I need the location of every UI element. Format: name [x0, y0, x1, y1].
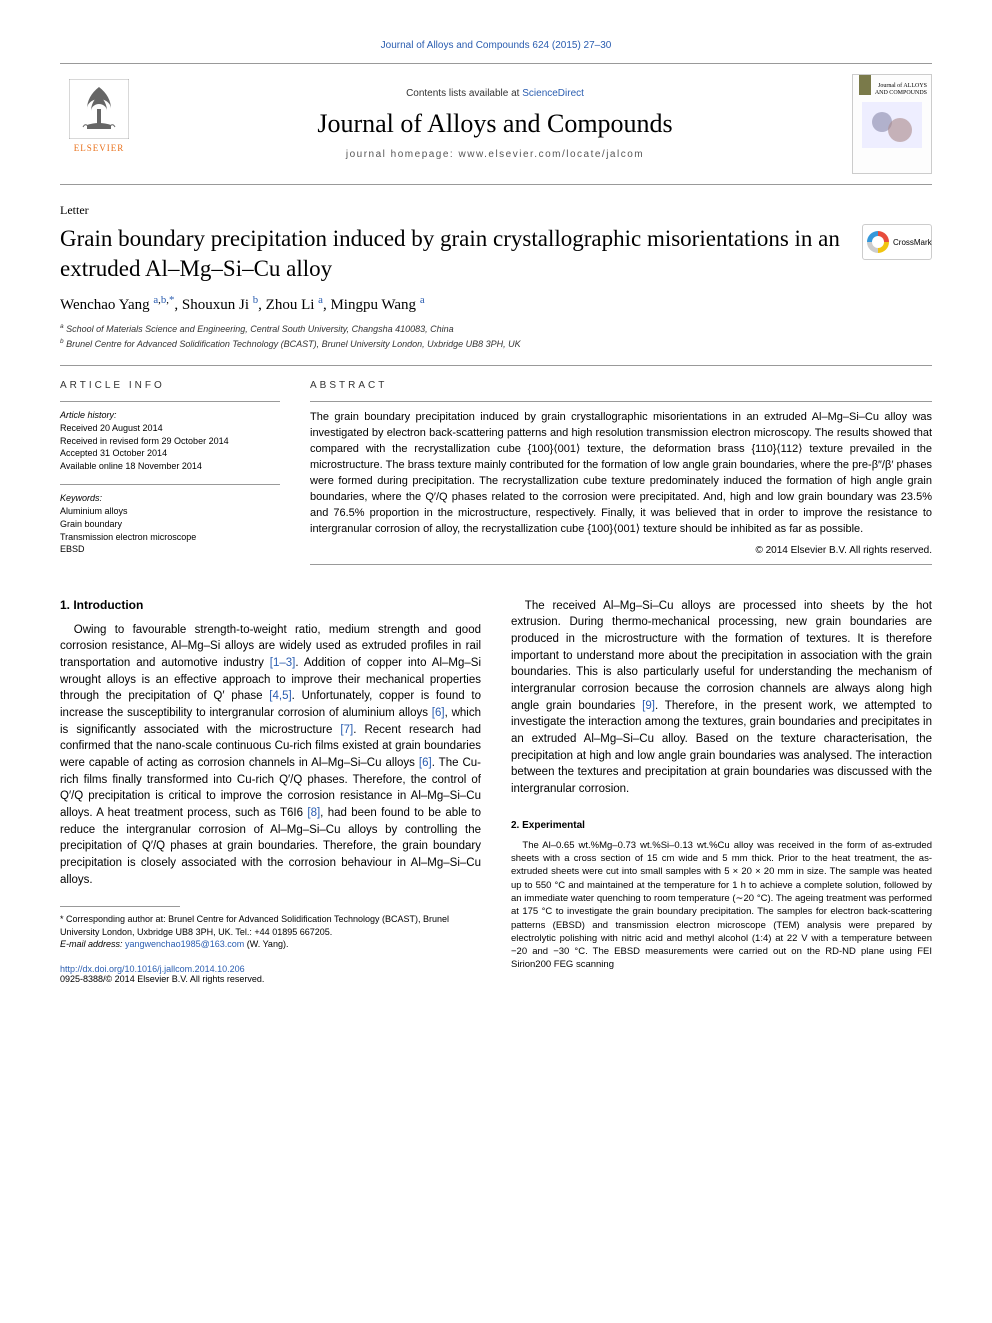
affiliation-a-text: School of Materials Science and Engineer… — [66, 324, 454, 334]
affiliation-a: a School of Materials Science and Engine… — [60, 322, 932, 336]
article-info-heading: ARTICLE INFO — [60, 380, 280, 391]
footnote-rule — [60, 906, 180, 907]
keyword-3: Transmission electron microscope — [60, 531, 280, 544]
intro-p1: Owing to favourable strength-to-weight r… — [60, 622, 481, 889]
abstract-heading: ABSTRACT — [310, 380, 932, 391]
email-label: E-mail address: — [60, 939, 125, 949]
elsevier-wordmark: ELSEVIER — [74, 143, 125, 153]
history-online: Available online 18 November 2014 — [60, 460, 280, 473]
intro-heading: 1. Introduction — [60, 598, 481, 612]
crossmark-badge[interactable]: CrossMark — [862, 224, 932, 260]
authors-line: Wenchao Yang a,b,*, Shouxun Ji b, Zhou L… — [60, 294, 932, 314]
article-info-block: ARTICLE INFO Article history: Received 2… — [60, 380, 280, 568]
contents-line: Contents lists available at ScienceDirec… — [138, 88, 852, 99]
issn-copyright: 0925-8388/© 2014 Elsevier B.V. All right… — [60, 974, 264, 984]
experimental-text: The Al–0.65 wt.%Mg–0.73 wt.%Si–0.13 wt.%… — [511, 839, 932, 972]
intro-p2-block: The received Al–Mg–Si–Cu alloys are proc… — [511, 598, 932, 798]
abstract-copyright: © 2014 Elsevier B.V. All rights reserved… — [310, 545, 932, 556]
email-line: E-mail address: yangwenchao1985@163.com … — [60, 938, 481, 950]
right-column: The received Al–Mg–Si–Cu alloys are proc… — [511, 598, 932, 984]
keywords-label: Keywords: — [60, 493, 280, 503]
homepage-prefix: journal homepage: — [346, 149, 459, 160]
history-label: Article history: — [60, 410, 280, 420]
experimental-heading: 2. Experimental — [511, 820, 932, 831]
abstract-block: ABSTRACT The grain boundary precipitatio… — [310, 380, 932, 568]
history-accepted: Accepted 31 October 2014 — [60, 447, 280, 460]
history-revised: Received in revised form 29 October 2014 — [60, 435, 280, 448]
abstract-rule-bottom — [310, 564, 932, 565]
journal-citation-link[interactable]: Journal of Alloys and Compounds 624 (201… — [381, 40, 612, 51]
affiliation-b-text: Brunel Centre for Advanced Solidificatio… — [66, 339, 521, 349]
info-rule-2 — [60, 484, 280, 485]
exp-p1: The Al–0.65 wt.%Mg–0.73 wt.%Si–0.13 wt.%… — [511, 839, 932, 972]
elsevier-tree-icon — [69, 79, 129, 139]
crossmark-icon — [867, 231, 889, 253]
contents-prefix: Contents lists available at — [406, 88, 522, 99]
elsevier-logo: ELSEVIER — [60, 79, 138, 169]
doi-link[interactable]: http://dx.doi.org/10.1016/j.jallcom.2014… — [60, 964, 245, 974]
affiliation-b: b Brunel Centre for Advanced Solidificat… — [60, 337, 932, 351]
keyword-4: EBSD — [60, 543, 280, 556]
history-received: Received 20 August 2014 — [60, 422, 280, 435]
left-column: 1. Introduction Owing to favourable stre… — [60, 598, 481, 984]
info-rule — [60, 401, 280, 402]
journal-title: Journal of Alloys and Compounds — [138, 109, 852, 139]
homepage-line: journal homepage: www.elsevier.com/locat… — [138, 149, 852, 160]
paper-title: Grain boundary precipitation induced by … — [60, 224, 862, 284]
cover-title-text: Journal of ALLOYS AND COMPOUNDS — [871, 83, 927, 96]
journal-cover-thumb: Journal of ALLOYS AND COMPOUNDS — [852, 74, 932, 174]
email-suffix: (W. Yang). — [244, 939, 288, 949]
sciencedirect-link[interactable]: ScienceDirect — [522, 88, 584, 99]
corresponding-email-link[interactable]: yangwenchao1985@163.com — [125, 939, 244, 949]
abstract-rule — [310, 401, 932, 402]
keyword-2: Grain boundary — [60, 518, 280, 531]
journal-header-center: Contents lists available at ScienceDirec… — [138, 88, 852, 160]
journal-citation: Journal of Alloys and Compounds 624 (201… — [60, 40, 932, 51]
homepage-url: www.elsevier.com/locate/jalcom — [459, 149, 645, 160]
corresponding-author-note: * Corresponding author at: Brunel Centre… — [60, 913, 481, 937]
abstract-text: The grain boundary precipitation induced… — [310, 410, 932, 538]
journal-header: ELSEVIER Contents lists available at Sci… — [60, 63, 932, 185]
keyword-1: Aluminium alloys — [60, 505, 280, 518]
intro-p2: The received Al–Mg–Si–Cu alloys are proc… — [511, 598, 932, 798]
intro-text: Owing to favourable strength-to-weight r… — [60, 622, 481, 889]
letter-label: Letter — [60, 203, 932, 218]
cover-image-icon — [862, 102, 922, 148]
crossmark-label: CrossMark — [893, 238, 932, 247]
rule-above-info — [60, 365, 932, 366]
doi-block: http://dx.doi.org/10.1016/j.jallcom.2014… — [60, 964, 481, 984]
cover-ribbon — [859, 75, 871, 95]
